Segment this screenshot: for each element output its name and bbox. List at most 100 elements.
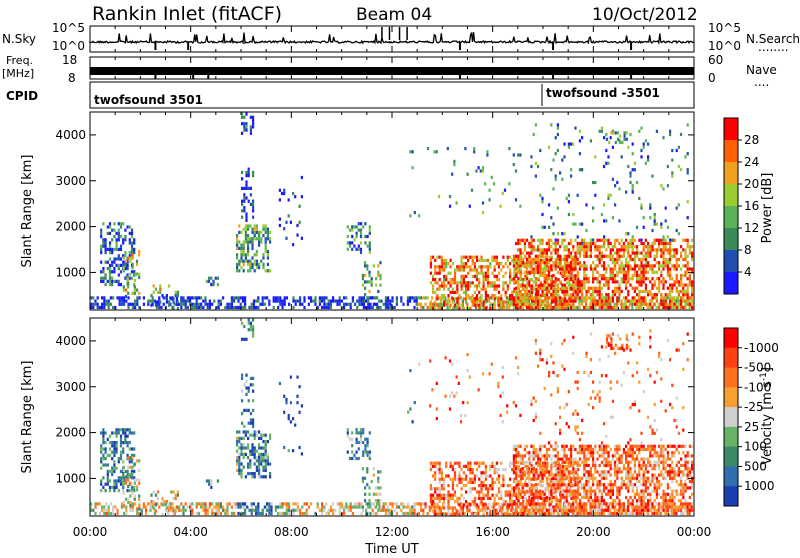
data-cell xyxy=(658,509,660,512)
data-cell xyxy=(400,502,402,505)
data-cell xyxy=(339,296,341,299)
data-cell xyxy=(469,481,471,484)
data-cell xyxy=(548,290,550,293)
data-cell xyxy=(175,510,177,513)
data-cell xyxy=(660,248,662,251)
data-cell xyxy=(369,251,371,254)
data-cell xyxy=(375,486,377,489)
data-cell xyxy=(136,485,138,488)
data-cell xyxy=(627,264,629,267)
data-cell xyxy=(467,284,469,287)
data-cell xyxy=(581,293,583,296)
data-cell xyxy=(487,497,489,500)
data-cell xyxy=(252,174,254,177)
data-cell xyxy=(687,171,689,174)
data-cell xyxy=(347,428,349,431)
freq-unit: [MHz] xyxy=(2,67,34,80)
data-cell xyxy=(129,475,131,478)
data-cell xyxy=(592,287,594,290)
data-cell xyxy=(367,506,369,509)
data-cell xyxy=(252,328,254,331)
data-cell xyxy=(262,459,264,462)
data-cell xyxy=(640,127,642,130)
data-cell xyxy=(450,494,452,497)
data-cell xyxy=(120,476,122,479)
data-cell xyxy=(647,306,649,309)
data-cell xyxy=(616,181,618,184)
data-cell xyxy=(129,456,131,459)
data-cell xyxy=(377,271,379,274)
data-cell xyxy=(541,248,543,251)
data-cell xyxy=(596,300,598,303)
data-cell xyxy=(238,456,240,459)
data-cell xyxy=(537,296,539,299)
data-cell xyxy=(240,256,242,259)
data-cell xyxy=(502,304,504,307)
data-cell xyxy=(474,262,476,265)
data-cell xyxy=(548,277,550,280)
data-cell xyxy=(474,478,476,481)
data-cell xyxy=(296,401,298,404)
data-cell xyxy=(612,296,614,299)
data-cell xyxy=(665,300,667,303)
data-cell xyxy=(445,494,447,497)
data-cell xyxy=(524,448,526,451)
data-cell xyxy=(509,490,511,493)
data-cell xyxy=(187,296,189,299)
data-cell xyxy=(385,512,387,515)
data-cell xyxy=(517,467,519,470)
data-cell xyxy=(482,166,484,169)
data-cell xyxy=(132,466,134,469)
data-cell xyxy=(132,266,134,269)
data-cell xyxy=(134,482,136,485)
data-cell xyxy=(241,209,243,212)
data-cell xyxy=(244,300,246,303)
data-cell xyxy=(138,479,140,482)
data-cell xyxy=(572,268,574,271)
data-cell xyxy=(489,474,491,477)
data-cell xyxy=(325,512,327,515)
data-cell xyxy=(288,198,290,201)
data-cell xyxy=(113,463,115,466)
data-cell xyxy=(467,510,469,513)
data-cell xyxy=(476,297,478,300)
data-cell xyxy=(250,322,252,325)
data-cell xyxy=(480,471,482,474)
data-cell xyxy=(687,284,689,287)
data-cell xyxy=(258,443,260,446)
data-cell xyxy=(680,284,682,287)
data-cell xyxy=(242,300,244,303)
data-cell xyxy=(208,277,210,280)
data-cell xyxy=(368,280,370,283)
data-cell xyxy=(533,239,535,242)
data-cell xyxy=(577,248,579,251)
data-cell xyxy=(111,270,113,273)
data-cell xyxy=(92,303,94,306)
data-cell xyxy=(575,500,577,503)
data-cell xyxy=(579,168,581,171)
data-cell xyxy=(614,290,616,293)
data-cell xyxy=(456,291,458,294)
data-cell xyxy=(687,296,689,299)
data-cell xyxy=(240,469,242,472)
data-cell xyxy=(109,251,111,254)
data-cell xyxy=(420,296,422,299)
data-cell xyxy=(555,296,557,299)
data-cell xyxy=(561,306,563,309)
data-cell xyxy=(645,162,647,165)
data-cell xyxy=(358,248,360,251)
data-cell xyxy=(111,248,113,251)
data-cell xyxy=(645,303,647,306)
data-cell xyxy=(383,502,385,505)
data-cell xyxy=(577,280,579,283)
data-cell xyxy=(196,502,198,505)
data-cell xyxy=(494,259,496,262)
data-cell xyxy=(687,239,689,242)
data-cell xyxy=(436,294,438,297)
data-cell xyxy=(134,463,136,466)
data-cell xyxy=(328,509,330,512)
data-cell xyxy=(483,300,485,303)
data-cell xyxy=(476,474,478,477)
data-cell xyxy=(124,235,126,238)
data-cell xyxy=(434,487,436,490)
